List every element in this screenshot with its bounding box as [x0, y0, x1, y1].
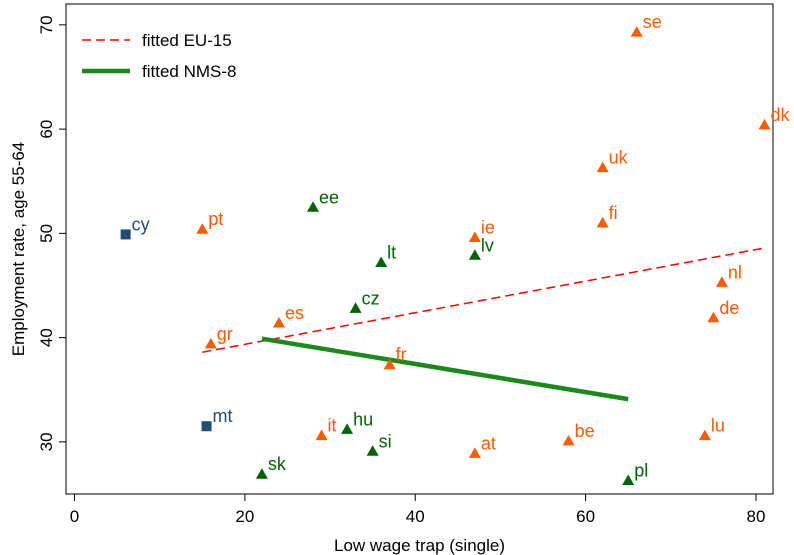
point-marker-lu [698, 429, 711, 441]
fit-lines [202, 247, 765, 402]
point-marker-it [315, 429, 328, 441]
point-label-lt: lt [387, 243, 396, 263]
plot-area [65, 3, 774, 495]
point-label-dk: dk [770, 105, 790, 125]
y-tick-label: 30 [37, 432, 56, 451]
legend-entry-fitted-eu15: fitted EU-15 [142, 31, 232, 50]
point-label-mt: mt [213, 406, 233, 426]
point-label-lu: lu [711, 416, 725, 436]
point-marker-de [707, 311, 720, 323]
point-marker-lv [468, 249, 481, 260]
data-points: se dk uk fi pt ie nl de es gr fr it lu be at ee lt lv cz hu… [120, 12, 790, 485]
point-label-hu: hu [353, 409, 373, 429]
point-marker-cy [120, 229, 131, 240]
point-marker-gr [204, 337, 217, 349]
point-label-at: at [481, 433, 496, 453]
point-marker-nl [715, 276, 728, 287]
point-marker-si [366, 445, 379, 456]
legend-entry-fitted-nms8: fitted NMS-8 [142, 62, 236, 81]
point-label-cy: cy [132, 214, 150, 234]
x-tick-label: 20 [235, 507, 254, 526]
point-marker-hu [341, 423, 354, 434]
point-marker-fi [596, 216, 609, 228]
point-label-uk: uk [609, 148, 629, 168]
point-marker-cz [349, 302, 362, 313]
point-marker-fr [383, 358, 396, 370]
point-marker-se [630, 26, 643, 37]
point-marker-mt [201, 421, 212, 432]
fit-line-nms8 [261, 336, 629, 402]
point-label-nl: nl [728, 262, 742, 282]
point-marker-pl [622, 474, 635, 485]
point-marker-es [272, 317, 285, 328]
x-tick-label: 40 [406, 507, 425, 526]
point-label-ee: ee [319, 187, 339, 207]
point-marker-dk [758, 118, 771, 130]
point-label-be: be [575, 421, 595, 441]
y-axis-ticks: 30 40 50 60 70 [37, 15, 66, 451]
point-label-cz: cz [362, 288, 380, 308]
x-axis-title: Low wage trap (single) [334, 536, 505, 555]
x-tick-label: 0 [70, 507, 79, 526]
point-marker-at [468, 447, 481, 458]
point-marker-ee [307, 201, 320, 212]
point-marker-uk [596, 161, 609, 173]
point-label-sk: sk [268, 454, 287, 474]
point-marker-lt [375, 256, 388, 268]
x-tick-label: 60 [576, 507, 595, 526]
point-label-gr: gr [217, 324, 233, 344]
point-label-si: si [379, 431, 392, 451]
point-label-de: de [719, 298, 739, 318]
point-marker-ie [468, 231, 481, 243]
plot-frame [65, 3, 774, 495]
y-tick-label: 60 [37, 120, 56, 139]
legend: fitted EU-15 fitted NMS-8 [82, 31, 236, 81]
x-axis-ticks: 0 20 40 60 80 [70, 494, 766, 526]
y-tick-label: 70 [37, 15, 56, 34]
point-label-es: es [285, 303, 304, 323]
y-tick-label: 50 [37, 224, 56, 243]
point-label-fi: fi [609, 203, 618, 223]
point-label-pt: pt [208, 209, 223, 229]
point-marker-sk [255, 468, 268, 479]
point-label-ie: ie [481, 218, 495, 238]
fit-line-eu15 [202, 247, 765, 353]
point-label-fr: fr [396, 345, 407, 365]
point-marker-pt [196, 223, 209, 234]
point-label-it: it [328, 416, 337, 436]
point-marker-be [562, 434, 575, 446]
point-label-lv: lv [481, 235, 494, 255]
x-tick-label: 80 [747, 507, 766, 526]
y-tick-label: 40 [37, 328, 56, 347]
point-label-se: se [643, 12, 662, 32]
y-axis-title: Employment rate, age 55-64 [9, 142, 28, 357]
point-label-pl: pl [634, 460, 648, 480]
